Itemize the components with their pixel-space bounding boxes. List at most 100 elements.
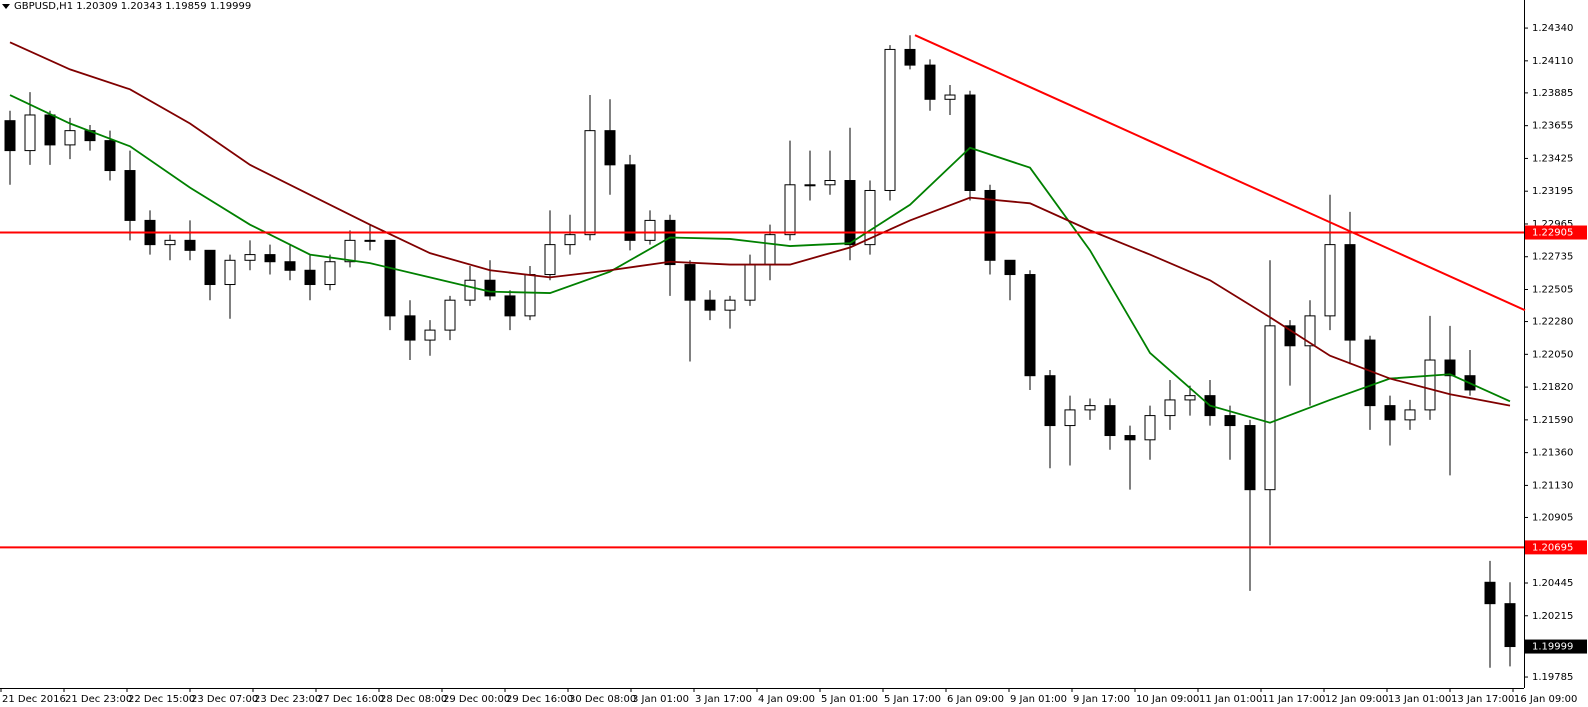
candle-body <box>204 249 216 286</box>
moving-average <box>9 41 1511 407</box>
trendline <box>914 34 1526 312</box>
candle-body <box>1424 359 1436 411</box>
candle-body <box>524 274 536 317</box>
candle-body <box>1404 409 1416 421</box>
candle-body <box>1084 405 1096 411</box>
candle-body <box>1024 274 1036 377</box>
candle-body <box>824 180 836 186</box>
candle-body <box>1184 395 1196 401</box>
y-tick-label: 1.20445 <box>1532 578 1573 589</box>
candle-body <box>44 114 56 146</box>
y-tick-label: 1.19785 <box>1532 672 1573 683</box>
x-tick-label: 13 Jan 01:00 <box>1388 694 1451 705</box>
y-tick-label: 1.21590 <box>1532 415 1573 426</box>
candle-body <box>224 259 236 286</box>
candle-body <box>4 120 16 152</box>
price-line-label: 1.22905 <box>1532 228 1573 239</box>
candle-body <box>924 64 936 100</box>
x-tick-label: 23 Dec 07:00 <box>191 694 258 705</box>
candle-body <box>1224 415 1236 427</box>
candle-body <box>784 184 796 236</box>
y-tick-label: 1.20215 <box>1532 611 1573 622</box>
y-tick-label: 1.23655 <box>1532 121 1573 132</box>
y-tick-label: 1.21820 <box>1532 382 1573 393</box>
y-tick-label: 1.23195 <box>1532 186 1573 197</box>
candle-body <box>1044 375 1056 427</box>
candle-body <box>304 269 316 286</box>
x-tick-label: 9 Jan 01:00 <box>1010 694 1067 705</box>
x-tick-label: 11 Jan 17:00 <box>1262 694 1325 705</box>
y-tick-label: 1.24110 <box>1532 56 1573 67</box>
x-tick-label: 21 Dec 23:00 <box>65 694 132 705</box>
y-tick-label: 1.22050 <box>1532 349 1573 360</box>
candle-body <box>624 164 636 241</box>
price-line-marker <box>1525 540 1587 555</box>
x-tick-label: 30 Dec 08:00 <box>569 694 636 705</box>
x-tick-label: 21 Dec 2016 <box>2 694 66 705</box>
y-tick-label: 1.22280 <box>1532 317 1573 328</box>
x-tick-label: 29 Dec 00:00 <box>443 694 510 705</box>
x-tick-label: 28 Dec 08:00 <box>380 694 447 705</box>
candle-body <box>904 48 916 66</box>
candle-body <box>564 234 576 246</box>
y-tick-label: 1.20905 <box>1532 512 1573 523</box>
candle-body <box>984 189 996 261</box>
candle-body <box>1324 244 1336 317</box>
price-line-marker <box>1525 225 1587 240</box>
candle-body <box>1264 325 1276 491</box>
candle-body <box>1244 425 1256 491</box>
candle-body <box>1484 581 1496 605</box>
candle-body <box>544 244 556 276</box>
candle-body <box>324 261 336 286</box>
candle-body <box>744 264 756 301</box>
candle-body <box>1384 405 1396 421</box>
candle-body <box>604 130 616 166</box>
candle-body <box>124 170 136 221</box>
x-tick-label: 5 Jan 17:00 <box>884 694 941 705</box>
candle-body <box>264 254 276 263</box>
price-line-label: 1.20695 <box>1532 542 1573 553</box>
menu-triangle[interactable] <box>2 4 10 9</box>
y-tick-label: 1.22965 <box>1532 219 1573 230</box>
y-tick-label: 1.21130 <box>1532 480 1573 491</box>
candle-body <box>504 295 516 317</box>
candle-body <box>1344 244 1356 341</box>
candle-body <box>1004 259 1016 276</box>
candle-body <box>284 261 296 271</box>
candle-body <box>724 299 736 311</box>
x-tick-label: 3 Jan 01:00 <box>632 694 689 705</box>
x-tick-label: 5 Jan 01:00 <box>821 694 878 705</box>
candle-body <box>844 180 856 246</box>
x-tick-label: 9 Jan 17:00 <box>1073 694 1130 705</box>
candle-body <box>464 279 476 301</box>
y-tick-label: 1.22735 <box>1532 252 1573 263</box>
x-tick-label: 12 Jan 09:00 <box>1325 694 1388 705</box>
candle-body <box>804 184 816 187</box>
candle-body <box>1444 359 1456 377</box>
candle-body <box>1104 405 1116 437</box>
candle-body <box>1304 315 1316 347</box>
x-tick-label: 16 Jan 09:00 <box>1514 694 1577 705</box>
x-tick-label: 4 Jan 09:00 <box>758 694 815 705</box>
x-tick-label: 10 Jan 09:00 <box>1136 694 1199 705</box>
candle-body <box>1504 603 1516 648</box>
candle-body <box>944 94 956 100</box>
candle-body <box>484 279 496 297</box>
y-tick-label: 1.21360 <box>1532 448 1573 459</box>
candle-body <box>384 239 396 317</box>
candle-body <box>24 114 36 152</box>
candle-body <box>584 130 596 236</box>
candle-body <box>684 264 696 301</box>
candle-body <box>764 234 776 266</box>
candle-body <box>964 94 976 191</box>
candle-body <box>1064 409 1076 427</box>
x-tick-label: 23 Dec 23:00 <box>254 694 321 705</box>
candle-body <box>1164 399 1176 417</box>
candle-body <box>644 219 656 241</box>
x-tick-label: 29 Dec 16:00 <box>506 694 573 705</box>
candle-body <box>64 130 76 146</box>
x-tick-label: 13 Jan 17:00 <box>1451 694 1514 705</box>
candle-body <box>1144 415 1156 441</box>
